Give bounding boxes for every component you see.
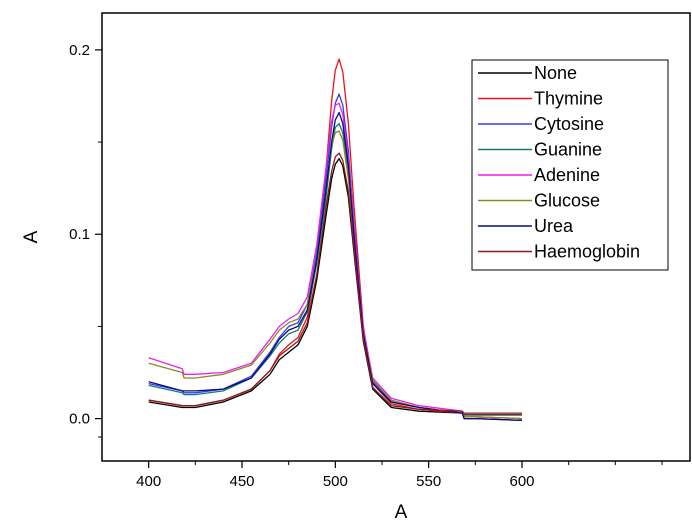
- y-axis-title: A: [21, 230, 42, 243]
- x-tick-label: 550: [416, 473, 441, 490]
- series-layer: [148, 58, 523, 422]
- y-tick-label: 0.2: [69, 42, 90, 59]
- x-tick-label: 600: [509, 473, 534, 490]
- legend-label: Cytosine: [534, 114, 604, 134]
- y-tick-label: 0.1: [69, 226, 90, 243]
- y-tick-label: 0.0: [69, 411, 90, 428]
- legend-label: Haemoglobin: [534, 242, 640, 262]
- legend-label: None: [534, 63, 577, 83]
- x-axis-title: A: [395, 502, 408, 522]
- series-line-urea: [148, 111, 523, 422]
- series-line-haemoglobin: [148, 152, 522, 414]
- series-line-adenine: [148, 102, 523, 420]
- legend-label: Thymine: [534, 89, 603, 109]
- y-axis-ticks: 0.0 0.1 0.2: [69, 42, 102, 438]
- legend-label: Guanine: [534, 140, 602, 160]
- x-tick-label: 400: [136, 473, 161, 490]
- legend-label: Adenine: [534, 165, 600, 185]
- plot-frame: [101, 12, 691, 462]
- x-tick-label: 500: [323, 473, 348, 490]
- series-line-glucose: [148, 130, 523, 420]
- legend: None Thymine Cytosine Guanine Adenine Glucose…: [471, 59, 669, 271]
- x-axis-ticks: 400 450 500 550 600: [136, 461, 663, 490]
- legend-label: Glucose: [534, 191, 600, 211]
- legend-box: [471, 59, 669, 271]
- series-line-thymine: [148, 58, 523, 420]
- series-line-none: [148, 157, 522, 416]
- series-line-guanine: [148, 122, 523, 422]
- series-line-cytosine: [148, 93, 523, 422]
- x-tick-label: 450: [229, 473, 254, 490]
- legend-label: Urea: [534, 216, 574, 236]
